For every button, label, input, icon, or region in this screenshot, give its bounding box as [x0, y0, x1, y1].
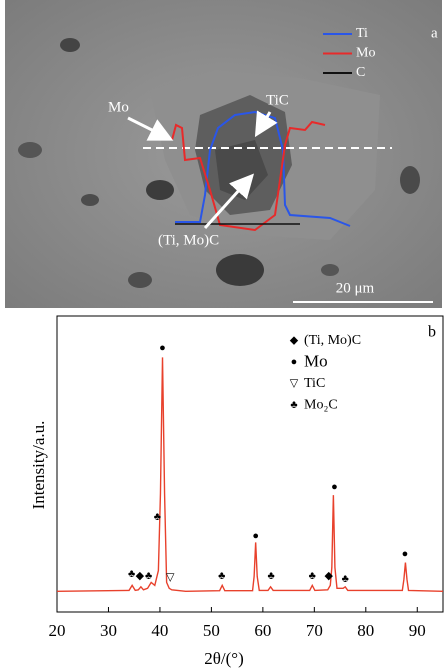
- x-tick-label: 20: [49, 621, 66, 640]
- legend-label: Mo₂C: [304, 398, 338, 413]
- legend-label: Mo: [356, 46, 375, 61]
- pore: [146, 180, 174, 200]
- x-tick-label: 30: [100, 621, 117, 640]
- peak-marker: ♣: [154, 511, 161, 523]
- arrow: [127, 116, 174, 141]
- legend-label: C: [356, 65, 365, 80]
- x-tick-label: 70: [306, 621, 323, 640]
- y-axis-label: Intensity/a.u.: [29, 421, 48, 510]
- peak-marker: ♣: [128, 568, 135, 580]
- peak-marker: ◆: [136, 570, 145, 582]
- scale-bar-label: 20 μm: [336, 280, 375, 296]
- legend-symbol: ◆: [290, 335, 299, 347]
- legend-symbol: ●: [291, 356, 298, 368]
- pore: [60, 38, 80, 52]
- peak-marker: ♣: [309, 570, 316, 582]
- peak-marker: ♣: [218, 570, 225, 582]
- pore: [81, 194, 99, 206]
- legend-symbol: ▽: [290, 378, 299, 390]
- legend-label: (Ti, Mo)C: [304, 333, 361, 348]
- pore: [400, 166, 420, 194]
- plot-frame: [56, 315, 444, 613]
- peak-marker: ◆: [325, 570, 334, 582]
- peak-marker: ♣: [342, 573, 349, 585]
- sem-image: Mo TiC (Ti, Mo)C a 20 μm: [5, 0, 442, 308]
- panel-label: b: [428, 324, 436, 341]
- peak-marker: ●: [159, 342, 166, 354]
- peak-marker: ●: [331, 481, 338, 493]
- x-axis-label: 2θ/(°): [204, 649, 244, 668]
- x-tick-label: 40: [151, 621, 168, 640]
- grain-core: [215, 140, 268, 200]
- peak-marker: ●: [252, 530, 259, 542]
- pore: [216, 254, 264, 286]
- panel-label: a: [431, 25, 438, 41]
- x-tick-label: 90: [409, 621, 426, 640]
- mo-profile: [171, 120, 326, 232]
- label: Mo: [108, 99, 129, 115]
- peak-marker: ♣: [267, 570, 274, 582]
- pore: [18, 142, 42, 158]
- pore: [321, 264, 339, 276]
- x-tick-label: 50: [203, 621, 220, 640]
- label: TiC: [266, 92, 289, 108]
- legend-label: Ti: [356, 26, 368, 41]
- legend-symbol: ♣: [290, 399, 297, 411]
- x-tick-label: 80: [357, 621, 374, 640]
- label: (Ti, Mo)C: [158, 232, 219, 248]
- legend-label: TiC: [304, 376, 325, 391]
- xrd-line: [56, 357, 444, 592]
- arrow: [203, 173, 255, 230]
- peak-marker: ●: [402, 548, 409, 560]
- arrow: [254, 110, 278, 138]
- pore: [128, 272, 152, 288]
- peak-marker: ♣: [145, 570, 152, 582]
- peak-marker: ▽: [166, 571, 175, 583]
- legend-label: Mo: [304, 351, 328, 370]
- x-tick-label: 60: [254, 621, 271, 640]
